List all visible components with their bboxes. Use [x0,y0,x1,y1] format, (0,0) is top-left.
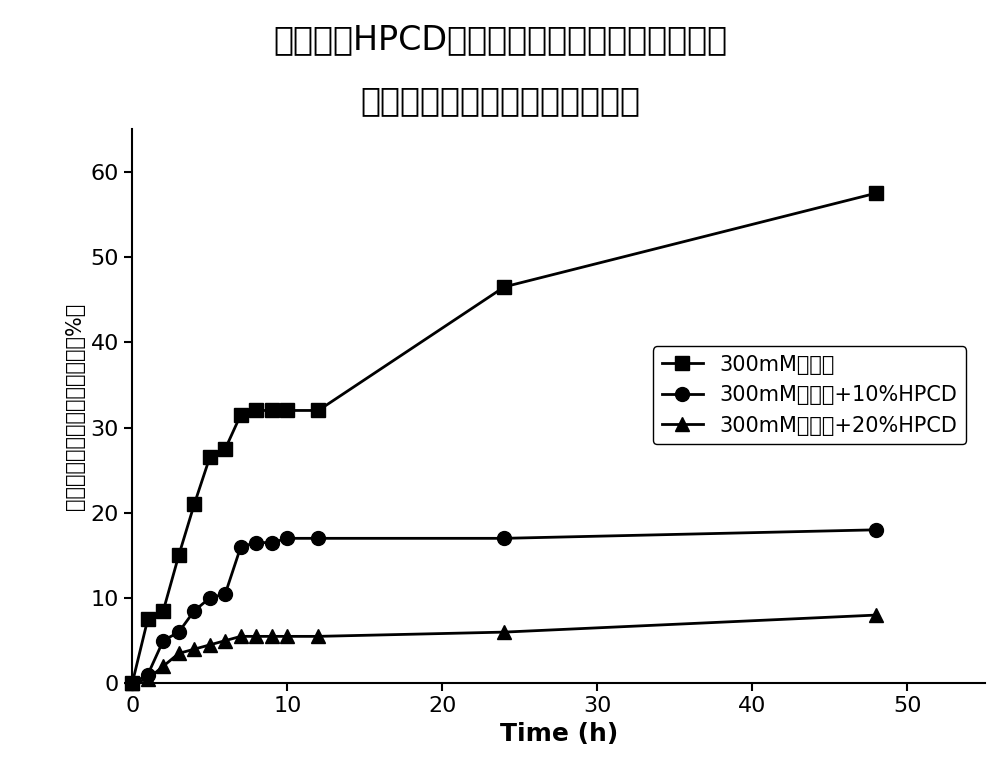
300mM醋酸馒+20%HPCD [498,628,510,637]
300mM醋酸馒+20%HPCD [219,636,231,645]
300mM醋酸馒 [498,282,510,291]
300mM醋酸馒 [235,410,247,419]
300mM醋酸馒+20%HPCD [142,674,154,683]
300mM醋酸馒+10%HPCD [870,525,882,534]
300mM醋酸馒 [157,607,169,616]
Text: 在白蛋白溶液中释放曲线的影响: 在白蛋白溶液中释放曲线的影响 [360,84,640,116]
300mM醋酸馒+10%HPCD [312,533,324,543]
300mM醋酸馒+20%HPCD [312,632,324,641]
300mM醋酸馒+20%HPCD [870,610,882,619]
300mM醋酸馒 [188,500,200,509]
300mM醋酸馒 [870,189,882,198]
300mM醋酸馒+10%HPCD [126,679,138,688]
X-axis label: Time (h): Time (h) [500,722,618,746]
300mM醋酸馒+10%HPCD [250,538,262,547]
300mM醋酸馒 [173,551,185,560]
300mM醋酸馒+10%HPCD [281,533,293,543]
300mM醋酸馒+10%HPCD [173,628,185,637]
Line: 300mM醋酸馒: 300mM醋酸馒 [125,186,883,690]
Legend: 300mM醋酸馒, 300mM醋酸馒+10%HPCD, 300mM醋酸馒+20%HPCD: 300mM醋酸馒, 300mM醋酸馒+10%HPCD, 300mM醋酸馒+20%… [653,346,966,444]
300mM醋酸馒+20%HPCD [204,640,216,649]
300mM醋酸馒+10%HPCD [188,607,200,616]
300mM醋酸馒+10%HPCD [235,543,247,552]
300mM醋酸馒 [126,679,138,688]
300mM醋酸馒+10%HPCD [204,594,216,603]
300mM醋酸馒+20%HPCD [266,632,278,641]
300mM醋酸馒+20%HPCD [173,649,185,658]
300mM醋酸馒 [281,406,293,415]
300mM醋酸馒 [250,406,262,415]
300mM醋酸馒 [219,444,231,454]
Line: 300mM醋酸馒+10%HPCD: 300mM醋酸馒+10%HPCD [125,523,883,690]
300mM醋酸馒+20%HPCD [157,661,169,670]
Text: 内水相中HPCD的含量对于灯盏乙素苷元脂质体: 内水相中HPCD的含量对于灯盏乙素苷元脂质体 [273,23,727,56]
300mM醋酸馒+20%HPCD [250,632,262,641]
Y-axis label: 灯盏乙素苷元脂质体的释放度（%）: 灯盏乙素苷元脂质体的释放度（%） [65,303,85,510]
300mM醋酸馒 [142,615,154,624]
300mM醋酸馒+10%HPCD [157,636,169,645]
300mM醋酸馒+10%HPCD [142,670,154,680]
Line: 300mM醋酸馒+20%HPCD: 300mM醋酸馒+20%HPCD [125,608,883,690]
300mM醋酸馒+20%HPCD [235,632,247,641]
300mM醋酸馒+10%HPCD [219,589,231,598]
300mM醋酸馒+20%HPCD [281,632,293,641]
300mM醋酸馒+10%HPCD [498,533,510,543]
300mM醋酸馒 [266,406,278,415]
300mM醋酸馒+20%HPCD [126,679,138,688]
300mM醋酸馒+10%HPCD [266,538,278,547]
300mM醋酸馒 [312,406,324,415]
300mM醋酸馒 [204,453,216,462]
300mM醋酸馒+20%HPCD [188,645,200,654]
